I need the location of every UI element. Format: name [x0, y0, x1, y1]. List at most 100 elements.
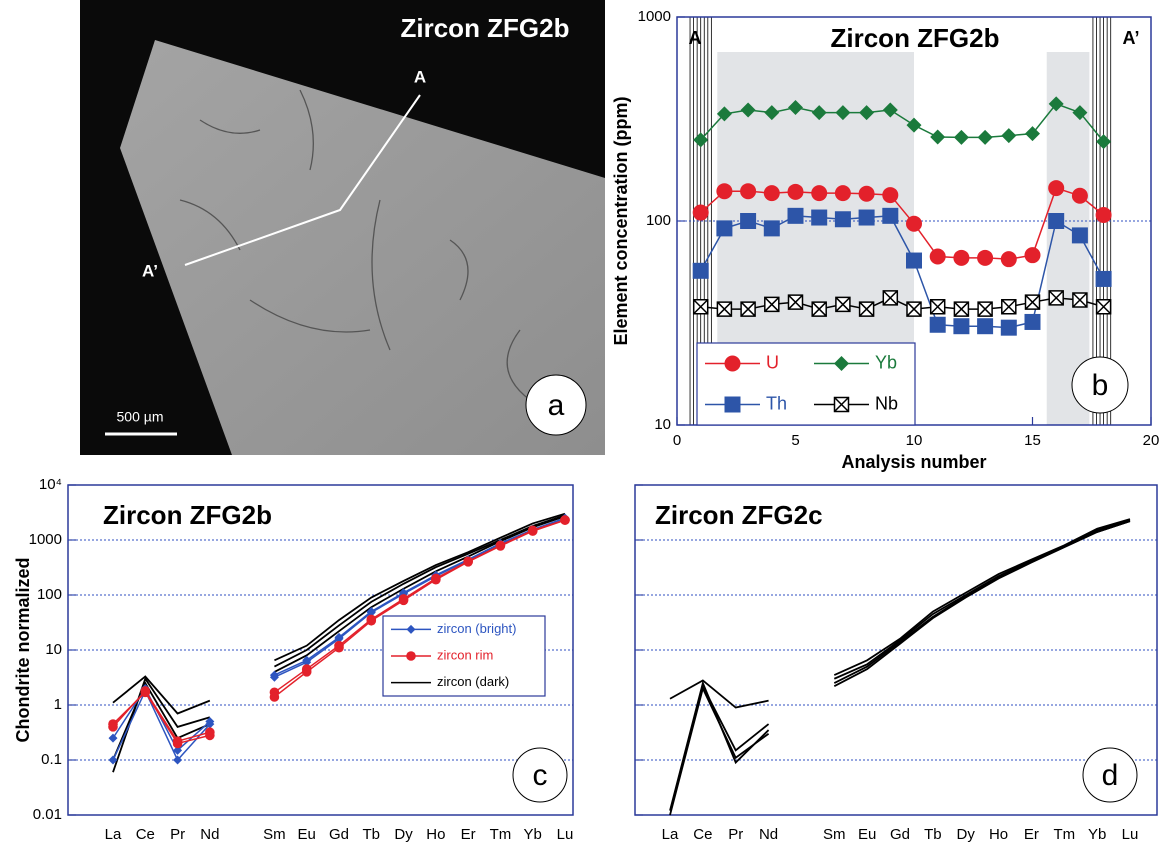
marker: [1097, 300, 1111, 314]
marker: [836, 297, 850, 311]
marker: [883, 291, 897, 305]
x-tick-label: 10: [906, 432, 923, 449]
x-tick-label: Pr: [728, 826, 743, 843]
marker: [366, 616, 376, 626]
marker: [835, 211, 851, 227]
marker: [811, 210, 827, 226]
x-tick-label: Ce: [693, 826, 712, 843]
panel-label: c: [533, 759, 548, 792]
marker: [882, 187, 898, 203]
marker: [930, 317, 946, 333]
chart-title: Zircon ZFG2c: [655, 500, 823, 530]
series-line: [670, 521, 1130, 810]
marker: [741, 302, 755, 316]
marker: [1073, 293, 1087, 307]
marker: [399, 596, 409, 606]
x-tick-label: Eu: [858, 826, 876, 843]
legend-label: zircon (dark): [437, 674, 509, 689]
panel-label: b: [1092, 369, 1109, 402]
point-label: A’: [142, 261, 158, 280]
x-tick-label: La: [105, 826, 122, 843]
y-tick-label: 1: [54, 696, 62, 713]
marker: [930, 248, 946, 264]
marker: [334, 643, 344, 653]
x-tick-label: Tb: [363, 826, 381, 843]
marker: [1048, 180, 1064, 196]
marker: [764, 220, 780, 236]
x-tick-label: Eu: [298, 826, 316, 843]
marker: [496, 541, 506, 551]
y-tick-label: 10: [45, 641, 62, 658]
x-tick-label: La: [662, 826, 679, 843]
marker: [205, 731, 215, 741]
marker: [1025, 126, 1040, 141]
marker: [789, 295, 803, 309]
legend-marker: [406, 651, 416, 661]
x-tick-label: Yb: [524, 826, 542, 843]
y-tick-label: 0.1: [41, 751, 62, 768]
legend-label: zircon rim: [437, 647, 493, 662]
marker: [108, 719, 118, 729]
marker: [693, 205, 709, 221]
marker: [788, 208, 804, 224]
marker: [1096, 207, 1112, 223]
x-tick-label: Nd: [200, 826, 219, 843]
point-label: A: [414, 67, 426, 86]
marker: [463, 557, 473, 567]
marker: [812, 302, 826, 316]
x-tick-label: Sm: [823, 826, 846, 843]
marker: [740, 213, 756, 229]
marker: [811, 185, 827, 201]
x-tick-label: Gd: [329, 826, 349, 843]
panel-label: d: [1102, 759, 1119, 792]
y-tick-label: 10⁴: [39, 476, 62, 493]
marker: [694, 300, 708, 314]
marker: [953, 250, 969, 266]
legend-marker: [725, 397, 741, 413]
marker: [302, 667, 312, 677]
marker: [906, 216, 922, 232]
x-tick-label: 15: [1024, 432, 1041, 449]
x-tick-label: Ho: [426, 826, 445, 843]
marker: [1049, 291, 1063, 305]
marker: [1072, 188, 1088, 204]
figure: Zircon ZFG2b A A’ 500 µm a 1010010000510…: [0, 0, 1163, 848]
x-tick-label: Dy: [957, 826, 976, 843]
x-tick-label: 0: [673, 432, 681, 449]
marker: [717, 302, 731, 316]
legend-label: U: [766, 352, 779, 372]
micrograph-panel: Zircon ZFG2b A A’ 500 µm a: [80, 0, 605, 455]
marker: [1002, 300, 1016, 314]
x-tick-label: Dy: [394, 826, 413, 843]
annotation: A’: [1122, 28, 1139, 48]
marker: [835, 185, 851, 201]
marker: [431, 575, 441, 585]
y-tick-label: 100: [37, 586, 62, 603]
marker: [1001, 251, 1017, 267]
marker: [716, 220, 732, 236]
x-tick-label: Lu: [1122, 826, 1139, 843]
marker: [528, 526, 538, 536]
x-tick-label: 5: [791, 432, 799, 449]
y-tick-label: 100: [646, 212, 671, 229]
marker: [140, 688, 150, 698]
x-tick-label: Sm: [263, 826, 286, 843]
series-line: [670, 521, 1130, 815]
legend-label: Nb: [875, 393, 898, 413]
marker: [173, 739, 183, 749]
chart-title: Zircon ZFG2b: [831, 23, 1000, 53]
marker: [560, 515, 570, 525]
x-tick-label: Yb: [1088, 826, 1106, 843]
x-tick-label: Tm: [490, 826, 512, 843]
x-tick-label: Gd: [890, 826, 910, 843]
legend-label: Yb: [875, 352, 897, 372]
marker: [109, 734, 118, 743]
x-tick-label: Tb: [924, 826, 942, 843]
x-tick-label: Er: [461, 826, 476, 843]
marker: [859, 210, 875, 226]
legend-label: Th: [766, 393, 787, 413]
marker: [954, 302, 968, 316]
marker: [954, 130, 969, 145]
y-tick-label: 1000: [638, 8, 671, 25]
y-axis-label: Chondrite normalized: [13, 557, 33, 742]
